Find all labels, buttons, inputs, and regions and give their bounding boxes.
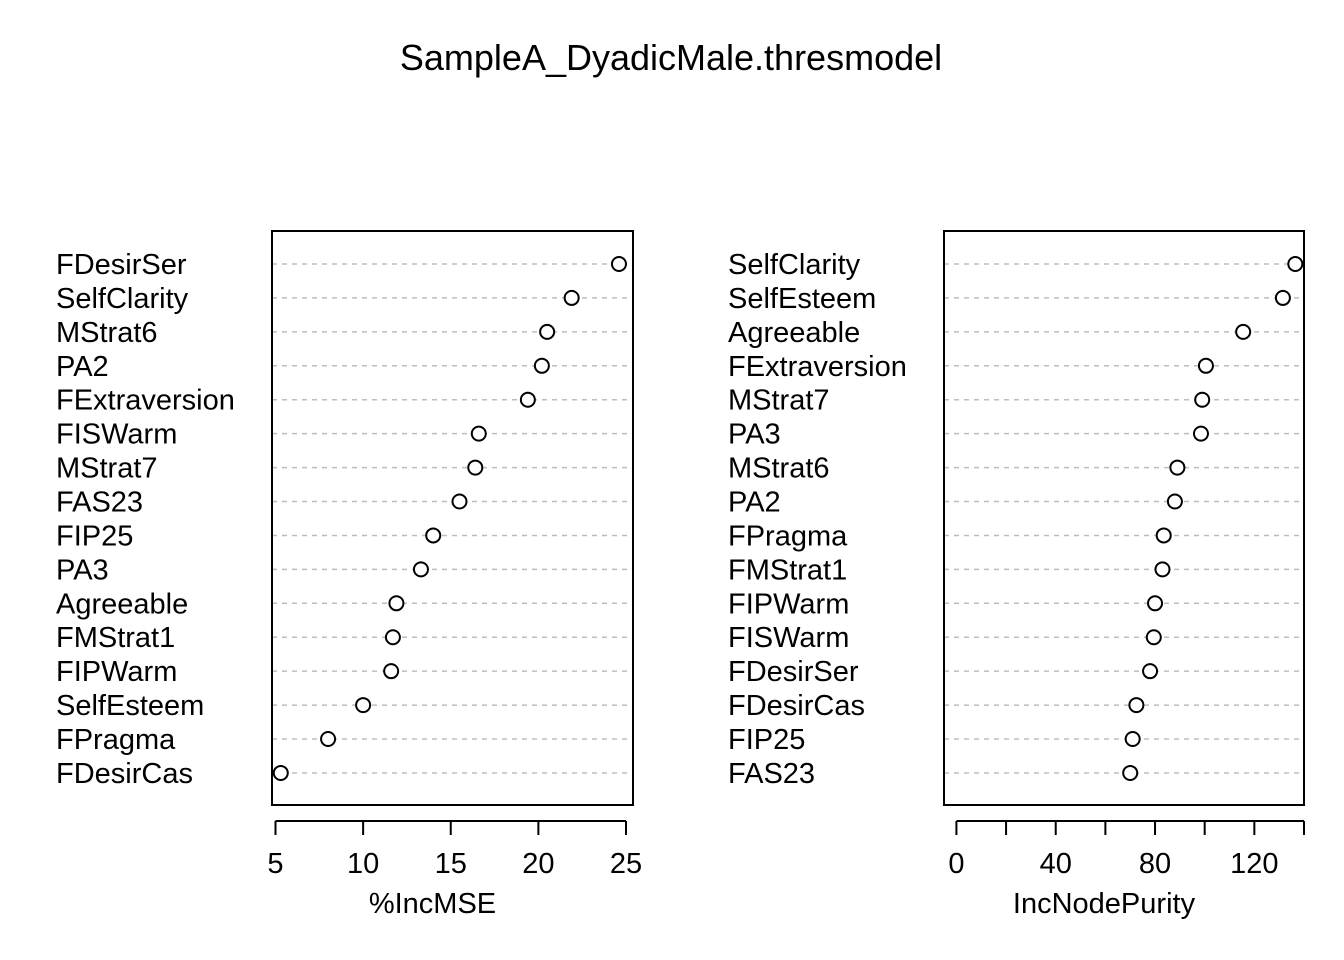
category-label-incmse: FDesirSer bbox=[56, 249, 187, 281]
data-point-incnodepurity bbox=[1166, 493, 1183, 510]
category-label-incmse: PA3 bbox=[56, 554, 109, 586]
x-tick-label-incmse: 20 bbox=[522, 848, 554, 880]
data-point-incmse bbox=[563, 289, 580, 306]
data-point-incmse bbox=[272, 764, 289, 781]
category-label-incnodepurity: PA2 bbox=[728, 487, 781, 519]
data-point-incnodepurity bbox=[1197, 357, 1214, 374]
category-label-incmse: FPragma bbox=[56, 724, 176, 756]
category-label-incmse: FDesirCas bbox=[56, 758, 193, 790]
data-point-incmse bbox=[539, 323, 556, 340]
category-label-incmse: FIPWarm bbox=[56, 656, 177, 688]
data-point-incmse bbox=[425, 527, 442, 544]
category-label-incmse: Agreeable bbox=[56, 588, 188, 620]
panel-incmse: FDesirSerSelfClarityMStrat6PA2FExtravers… bbox=[56, 230, 642, 920]
x-tick-label-incmse: 10 bbox=[347, 848, 379, 880]
category-label-incmse: FAS23 bbox=[56, 487, 143, 519]
data-point-incnodepurity bbox=[1122, 764, 1139, 781]
category-label-incnodepurity: FExtraversion bbox=[728, 351, 907, 383]
data-point-incmse bbox=[451, 493, 468, 510]
data-point-incnodepurity bbox=[1142, 663, 1159, 680]
data-point-incmse bbox=[519, 391, 536, 408]
data-point-incnodepurity bbox=[1274, 289, 1291, 306]
category-label-incmse: PA2 bbox=[56, 351, 109, 383]
x-tick-label-incnodepurity: 40 bbox=[1040, 848, 1072, 880]
data-point-incnodepurity bbox=[1169, 459, 1186, 476]
category-label-incmse: FISWarm bbox=[56, 419, 177, 451]
category-label-incmse: MStrat7 bbox=[56, 453, 158, 485]
category-label-incnodepurity: FMStrat1 bbox=[728, 554, 847, 586]
x-tick-label-incmse: 5 bbox=[267, 848, 283, 880]
x-axis-label-incnodepurity: IncNodePurity bbox=[1013, 888, 1196, 920]
data-point-incmse bbox=[470, 425, 487, 442]
data-point-incmse bbox=[467, 459, 484, 476]
category-label-incmse: FIP25 bbox=[56, 520, 133, 552]
x-axis-label-incmse: %IncMSE bbox=[369, 888, 496, 920]
data-point-incnodepurity bbox=[1194, 391, 1211, 408]
data-point-incnodepurity bbox=[1287, 256, 1304, 272]
x-tick-label-incnodepurity: 120 bbox=[1230, 848, 1278, 880]
category-label-incmse: MStrat6 bbox=[56, 317, 158, 349]
category-label-incnodepurity: FIPWarm bbox=[728, 588, 849, 620]
data-point-incnodepurity bbox=[1128, 697, 1145, 714]
data-point-incmse bbox=[384, 629, 401, 646]
data-point-incmse bbox=[388, 595, 405, 612]
panel-incnodepurity: SelfClaritySelfEsteemAgreeableFExtravers… bbox=[728, 230, 1305, 920]
category-label-incnodepurity: MStrat6 bbox=[728, 453, 830, 485]
data-point-incnodepurity bbox=[1124, 731, 1141, 748]
category-label-incnodepurity: FDesirCas bbox=[728, 690, 865, 722]
category-label-incnodepurity: FDesirSer bbox=[728, 656, 859, 688]
chart-title: SampleA_DyadicMale.thresmodel bbox=[400, 37, 942, 78]
x-tick-label-incmse: 15 bbox=[435, 848, 467, 880]
x-tick-label-incnodepurity: 80 bbox=[1139, 848, 1171, 880]
category-label-incnodepurity: FAS23 bbox=[728, 758, 815, 790]
data-point-incmse bbox=[610, 256, 627, 272]
data-point-incnodepurity bbox=[1147, 595, 1164, 612]
data-point-incnodepurity bbox=[1145, 629, 1162, 646]
category-label-incnodepurity: FISWarm bbox=[728, 622, 849, 654]
plot-frame-incnodepurity bbox=[943, 230, 1305, 806]
category-label-incnodepurity: MStrat7 bbox=[728, 385, 830, 417]
data-point-incmse bbox=[355, 697, 372, 714]
category-label-incnodepurity: PA3 bbox=[728, 419, 781, 451]
data-point-incmse bbox=[383, 663, 400, 680]
x-tick-label-incnodepurity: 0 bbox=[948, 848, 964, 880]
data-point-incmse bbox=[320, 731, 337, 748]
category-label-incmse: FExtraversion bbox=[56, 385, 235, 417]
category-label-incnodepurity: FIP25 bbox=[728, 724, 805, 756]
data-point-incmse bbox=[533, 357, 550, 374]
category-label-incnodepurity: SelfClarity bbox=[728, 249, 861, 281]
data-point-incmse bbox=[412, 561, 429, 578]
data-point-incnodepurity bbox=[1192, 425, 1209, 442]
category-label-incnodepurity: Agreeable bbox=[728, 317, 860, 349]
plot-frame-incmse bbox=[271, 230, 634, 806]
category-label-incnodepurity: FPragma bbox=[728, 520, 848, 552]
data-point-incnodepurity bbox=[1155, 527, 1172, 544]
data-point-incnodepurity bbox=[1154, 561, 1171, 578]
category-label-incmse: SelfClarity bbox=[56, 283, 189, 315]
data-point-incnodepurity bbox=[1235, 323, 1252, 340]
category-label-incnodepurity: SelfEsteem bbox=[728, 283, 876, 315]
category-label-incmse: SelfEsteem bbox=[56, 690, 204, 722]
x-tick-label-incmse: 25 bbox=[610, 848, 642, 880]
category-label-incmse: FMStrat1 bbox=[56, 622, 175, 654]
